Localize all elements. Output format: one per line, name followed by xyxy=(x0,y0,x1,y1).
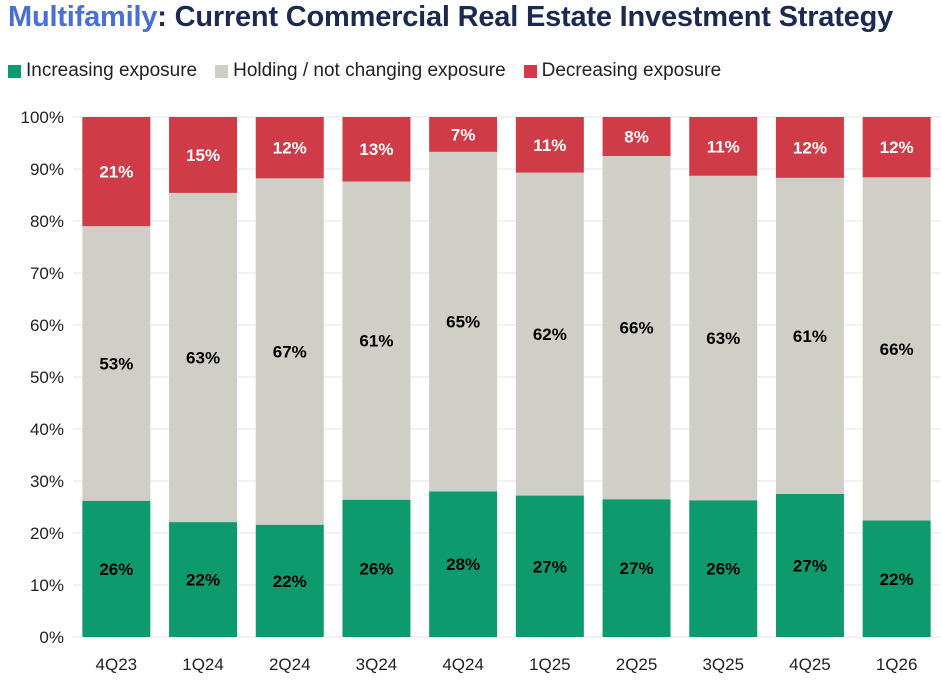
bar-segment-decreasing xyxy=(342,117,411,182)
bar-segment-increasing xyxy=(862,520,931,637)
y-tick-label: 40% xyxy=(30,420,64,439)
bar-segment-increasing xyxy=(255,524,324,637)
data-label: 12% xyxy=(273,139,307,158)
bar-segment-decreasing xyxy=(82,117,151,227)
x-tick-label: 4Q24 xyxy=(442,655,484,674)
x-tick-label: 4Q25 xyxy=(789,655,831,674)
bar-segment-holding xyxy=(342,181,411,500)
bar-segment-holding xyxy=(775,177,844,494)
data-label: 67% xyxy=(273,343,307,362)
y-tick-label: 80% xyxy=(30,212,64,231)
data-label: 61% xyxy=(793,327,827,346)
data-label: 65% xyxy=(446,313,480,332)
bar-segment-holding xyxy=(82,226,151,501)
bar-segment-decreasing xyxy=(862,117,931,178)
data-label: 61% xyxy=(359,332,393,351)
y-tick-label: 30% xyxy=(30,472,64,491)
bar-segment-decreasing xyxy=(255,117,324,179)
y-tick-label: 0% xyxy=(39,628,64,647)
legend-label-decreasing: Decreasing exposure xyxy=(541,60,722,81)
x-tick-label: 3Q25 xyxy=(702,655,744,674)
legend-swatch-increasing xyxy=(8,64,21,78)
data-label: 11% xyxy=(533,136,566,155)
data-label: 63% xyxy=(186,349,220,368)
y-tick-label: 100% xyxy=(21,108,64,127)
bar-segment-increasing xyxy=(342,499,411,637)
bar-segment-holding xyxy=(429,151,498,492)
bar-segment-decreasing xyxy=(775,117,844,178)
data-label: 66% xyxy=(880,340,914,359)
y-tick-label: 90% xyxy=(30,160,64,179)
data-label: 22% xyxy=(186,571,220,590)
y-tick-label: 10% xyxy=(30,576,64,595)
bar-segment-increasing xyxy=(169,522,238,637)
data-label: 63% xyxy=(706,329,740,348)
data-label: 12% xyxy=(880,138,914,157)
bar-segment-increasing xyxy=(82,500,151,637)
bar-segment-holding xyxy=(169,192,238,523)
chart-title: Multifamily: Current Commercial Real Est… xyxy=(8,1,893,34)
y-tick-label: 20% xyxy=(30,524,64,543)
bar-segment-decreasing xyxy=(429,117,498,152)
bar-segment-increasing xyxy=(602,499,671,637)
bar-segment-decreasing xyxy=(515,117,584,173)
data-label: 13% xyxy=(359,140,393,159)
bar-segment-increasing xyxy=(775,494,844,637)
x-tick-label: 2Q24 xyxy=(269,655,311,674)
y-tick-label: 60% xyxy=(30,316,64,335)
bar-segment-holding xyxy=(255,178,324,525)
y-axis: 0% 10% 20% 30% 40% 50% 60% 70% 80% 90% 100% xyxy=(21,108,64,647)
data-label: 26% xyxy=(359,559,393,578)
data-label: 22% xyxy=(273,572,307,591)
y-tick-label: 50% xyxy=(30,368,64,387)
data-label: 7% xyxy=(451,125,476,144)
title-highlight: Multifamily xyxy=(8,1,158,33)
bars xyxy=(82,117,931,637)
bar-segment-holding xyxy=(862,177,931,521)
bar-segment-decreasing xyxy=(169,117,238,193)
data-label: 15% xyxy=(186,146,220,165)
bar-segment-holding xyxy=(602,156,671,500)
legend-item-increasing: Increasing exposure xyxy=(8,60,197,82)
data-label: 62% xyxy=(533,325,567,344)
legend-swatch-holding xyxy=(215,64,229,78)
data-label: 26% xyxy=(706,560,740,579)
data-label: 8% xyxy=(624,128,649,147)
data-labels: 26% 53% 21% 22% 63% 15% 22% 67% 12% 26% 61% 13% 28% 6… xyxy=(99,125,913,590)
legend: Increasing exposure Holding / not changi… xyxy=(8,58,739,84)
bar-segment-increasing xyxy=(515,495,584,637)
y-tick-label: 70% xyxy=(30,264,64,283)
data-label: 11% xyxy=(707,137,740,156)
data-label: 27% xyxy=(793,557,827,576)
x-tick-label: 3Q24 xyxy=(356,655,398,674)
data-label: 26% xyxy=(99,560,133,579)
legend-item-holding: Holding / not changing exposure xyxy=(215,60,506,82)
x-tick-label: 4Q23 xyxy=(96,655,138,674)
x-tick-label: 2Q25 xyxy=(616,655,658,674)
bar-segment-decreasing xyxy=(689,117,758,176)
legend-swatch-decreasing xyxy=(523,64,537,78)
data-label: 22% xyxy=(880,570,914,589)
x-tick-label: 1Q26 xyxy=(876,655,918,674)
legend-label-holding: Holding / not changing exposure xyxy=(233,60,506,81)
data-label: 12% xyxy=(793,138,827,157)
legend-item-decreasing: Decreasing exposure xyxy=(523,60,722,82)
data-label: 28% xyxy=(446,555,480,574)
data-label: 66% xyxy=(620,319,654,338)
data-label: 21% xyxy=(99,163,133,182)
data-label: 27% xyxy=(533,557,567,576)
x-axis: 4Q23 1Q24 2Q24 3Q24 4Q24 1Q25 2Q25 3Q25 4Q25 1Q26 xyxy=(96,655,918,674)
data-label: 53% xyxy=(99,354,133,373)
bar-segment-holding xyxy=(515,172,584,496)
bar-segment-holding xyxy=(689,175,758,501)
x-tick-label: 1Q25 xyxy=(529,655,571,674)
x-tick-label: 1Q24 xyxy=(182,655,224,674)
bar-segment-increasing xyxy=(429,491,498,637)
bar-segment-decreasing xyxy=(602,117,671,156)
title-rest: : Current Commercial Real Estate Investm… xyxy=(157,1,894,33)
data-label: 27% xyxy=(620,559,654,578)
bar-segment-increasing xyxy=(689,500,758,637)
legend-label-increasing: Increasing exposure xyxy=(26,60,198,81)
